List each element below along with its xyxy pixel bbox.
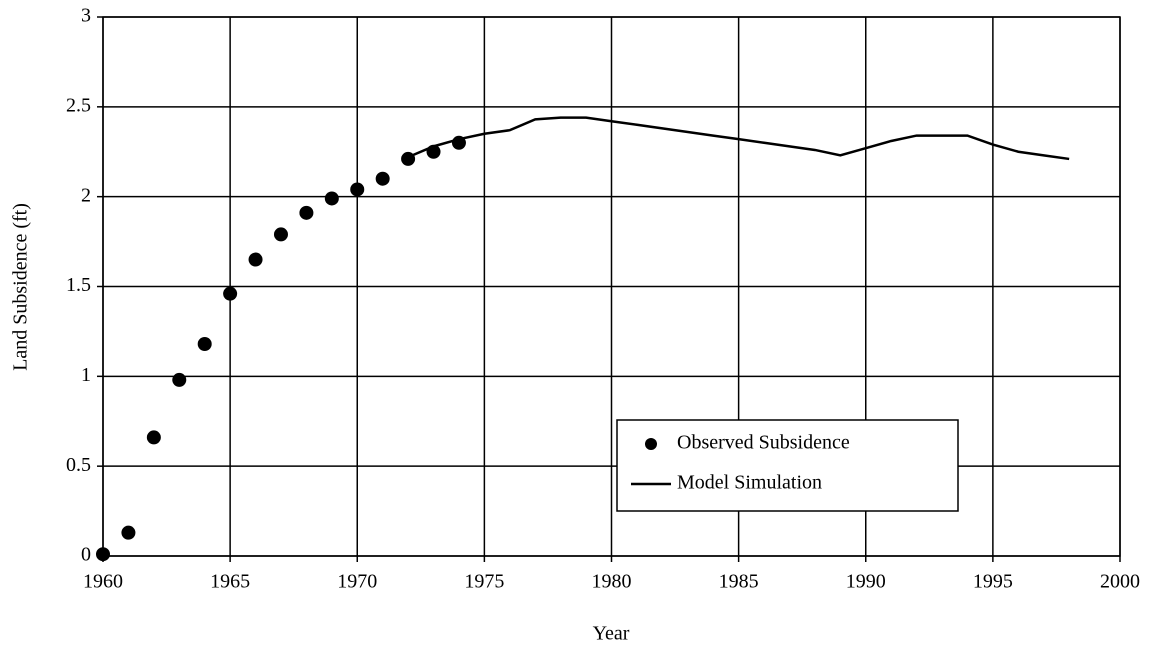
x-tick-label: 1960 <box>83 571 123 593</box>
data-point <box>146 430 161 445</box>
data-point <box>96 547 110 562</box>
x-axis-label: Year <box>593 623 630 645</box>
x-tick-label: 1990 <box>846 571 886 593</box>
y-tick-label: 3 <box>81 5 91 27</box>
legend-marker <box>645 438 657 450</box>
y-axis-label: Land Subsidence (ft) <box>10 203 32 371</box>
data-point <box>197 336 212 351</box>
data-point <box>121 525 136 540</box>
data-point <box>299 205 314 220</box>
x-tick-label: 1970 <box>337 571 377 593</box>
y-tick-label: 1.5 <box>66 274 91 296</box>
y-tick-label: 1 <box>81 364 91 386</box>
legend-label: Observed Subsidence <box>677 432 850 454</box>
data-point <box>375 171 390 186</box>
legend-box <box>616 419 959 512</box>
data-point <box>172 372 187 387</box>
data-point <box>273 227 288 242</box>
y-tick-label: 0 <box>81 544 91 566</box>
data-line <box>407 116 1070 161</box>
x-tick-label: 1965 <box>210 571 250 593</box>
y-tick-label: 0.5 <box>66 454 91 476</box>
data-point <box>324 191 339 206</box>
y-tick-label: 2.5 <box>66 94 91 116</box>
x-tick-label: 1995 <box>973 571 1013 593</box>
x-tick-label: 1985 <box>719 571 759 593</box>
x-tick-label: 1980 <box>592 571 632 593</box>
legend: Observed Subsidence Model Simulation <box>616 419 959 512</box>
y-tick-label: 2 <box>81 184 91 206</box>
x-tick-label: 1975 <box>464 571 504 593</box>
data-point <box>248 252 263 267</box>
legend-label: Model Simulation <box>677 472 822 494</box>
data-point <box>350 182 365 197</box>
x-tick-label: 2000 <box>1100 571 1140 593</box>
data-point <box>223 286 238 301</box>
